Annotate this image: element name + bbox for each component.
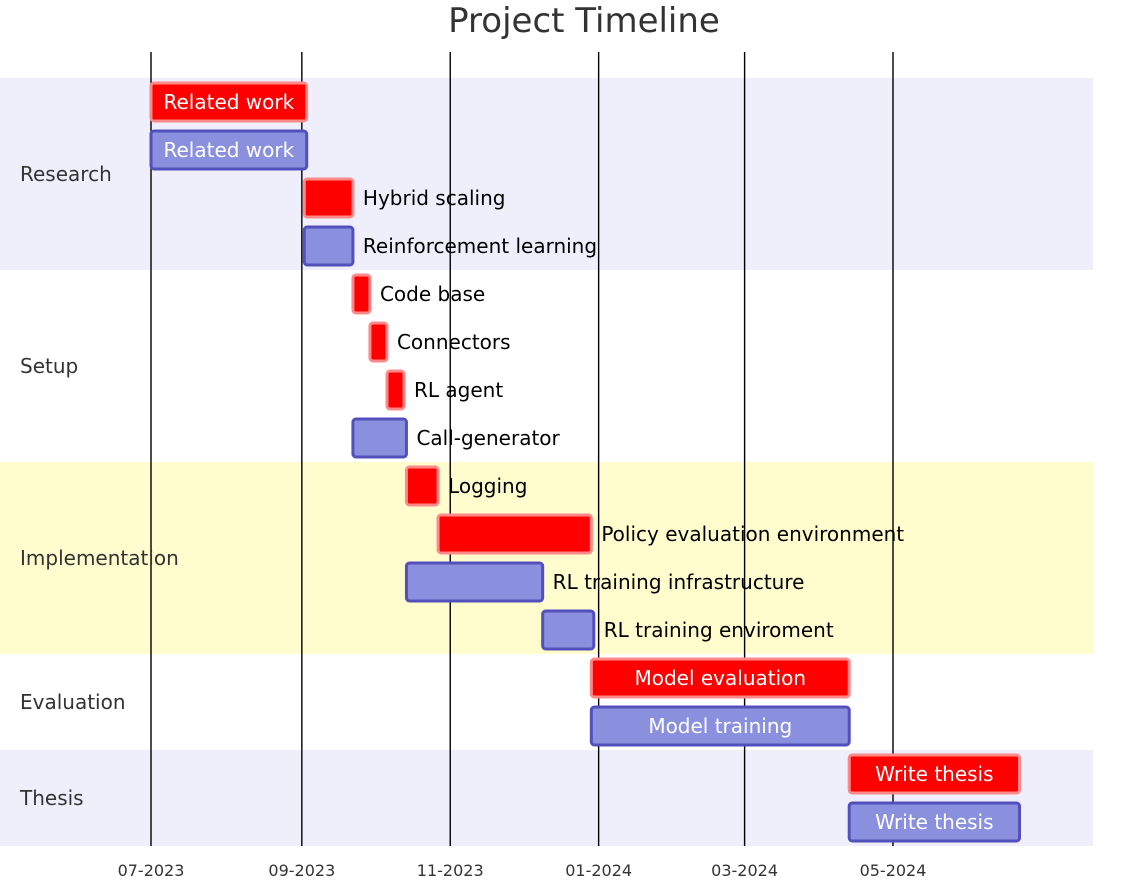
task-label-related-work: Related work [163, 138, 294, 162]
task-bar-connectors-crit [368, 321, 389, 363]
task-label-model-evaluation-crit: Model evaluation [634, 666, 806, 690]
section-label-implementation: Implementation [20, 546, 179, 570]
task-label-policy-evaluation-environment-crit: Policy evaluation environment [601, 522, 904, 546]
task-bar-call-generator [351, 417, 408, 459]
section-band-setup [0, 270, 1093, 462]
section-labels: Research Setup Implementation Evaluation The… [19, 162, 179, 810]
task-label-write-thesis-crit: Write thesis [875, 762, 993, 786]
task-label-model-training: Model training [648, 714, 792, 738]
task-label-call-generator: Call-generator [416, 426, 560, 450]
task-label-related-work-crit: Related work [163, 90, 294, 114]
task-label-rl-training-infrastructure: RL training infrastructure [553, 570, 805, 594]
x-tick-label-01-2024: 01-2024 [565, 861, 632, 880]
task-label-connectors-crit: Connectors [397, 330, 511, 354]
task-labels: Related work Related work Hybrid scaling Re… [163, 90, 993, 834]
section-band-evaluation [0, 654, 1093, 750]
task-label-code-base-crit: Code base [380, 282, 485, 306]
task-label-write-thesis: Write thesis [875, 810, 993, 834]
chart-title: Project Timeline [448, 1, 720, 41]
task-label-logging-crit: Logging [448, 474, 527, 498]
section-label-setup: Setup [20, 354, 78, 378]
task-bar-model-evaluation-crit [589, 657, 851, 699]
task-bar-rl-training-enviroment [541, 609, 596, 651]
task-bar-hybrid-scaling-crit [302, 177, 355, 219]
section-label-research: Research [20, 162, 112, 186]
task-bar-logging-crit [404, 465, 440, 507]
task-bar-code-base-crit [351, 273, 372, 315]
task-bar-write-thesis-crit [847, 753, 1022, 795]
x-tick-label-07-2023: 07-2023 [118, 861, 185, 880]
grid-lines [150, 52, 894, 846]
x-tick-label-05-2024: 05-2024 [860, 861, 927, 880]
section-label-evaluation: Evaluation [20, 690, 126, 714]
section-label-thesis: Thesis [19, 786, 84, 810]
task-bar-rl-agent-crit [385, 369, 406, 411]
task-bar-rl-training-infrastructure [404, 561, 545, 603]
x-axis-ticks: 07-2023 09-2023 11-2023 01-2024 03-2024 05-20… [118, 861, 927, 880]
x-tick-label-03-2024: 03-2024 [711, 861, 778, 880]
task-bars [149, 81, 1022, 843]
task-bar-related-work-crit [149, 81, 309, 123]
x-tick-label-11-2023: 11-2023 [417, 861, 484, 880]
task-label-rl-training-enviroment: RL training enviroment [604, 618, 834, 642]
task-label-reinforcement-learning: Reinforcement learning [363, 234, 597, 258]
task-bar-model-training [589, 705, 851, 747]
task-bar-policy-evaluation-environment-crit [436, 513, 593, 555]
section-bands [0, 78, 1093, 846]
x-tick-label-09-2023: 09-2023 [268, 861, 335, 880]
task-label-rl-agent-crit: RL agent [414, 378, 503, 402]
task-bar-reinforcement-learning [302, 225, 355, 267]
task-label-hybrid-scaling-crit: Hybrid scaling [363, 186, 506, 210]
task-bar-related-work [149, 129, 309, 171]
task-bar-write-thesis [847, 801, 1022, 843]
